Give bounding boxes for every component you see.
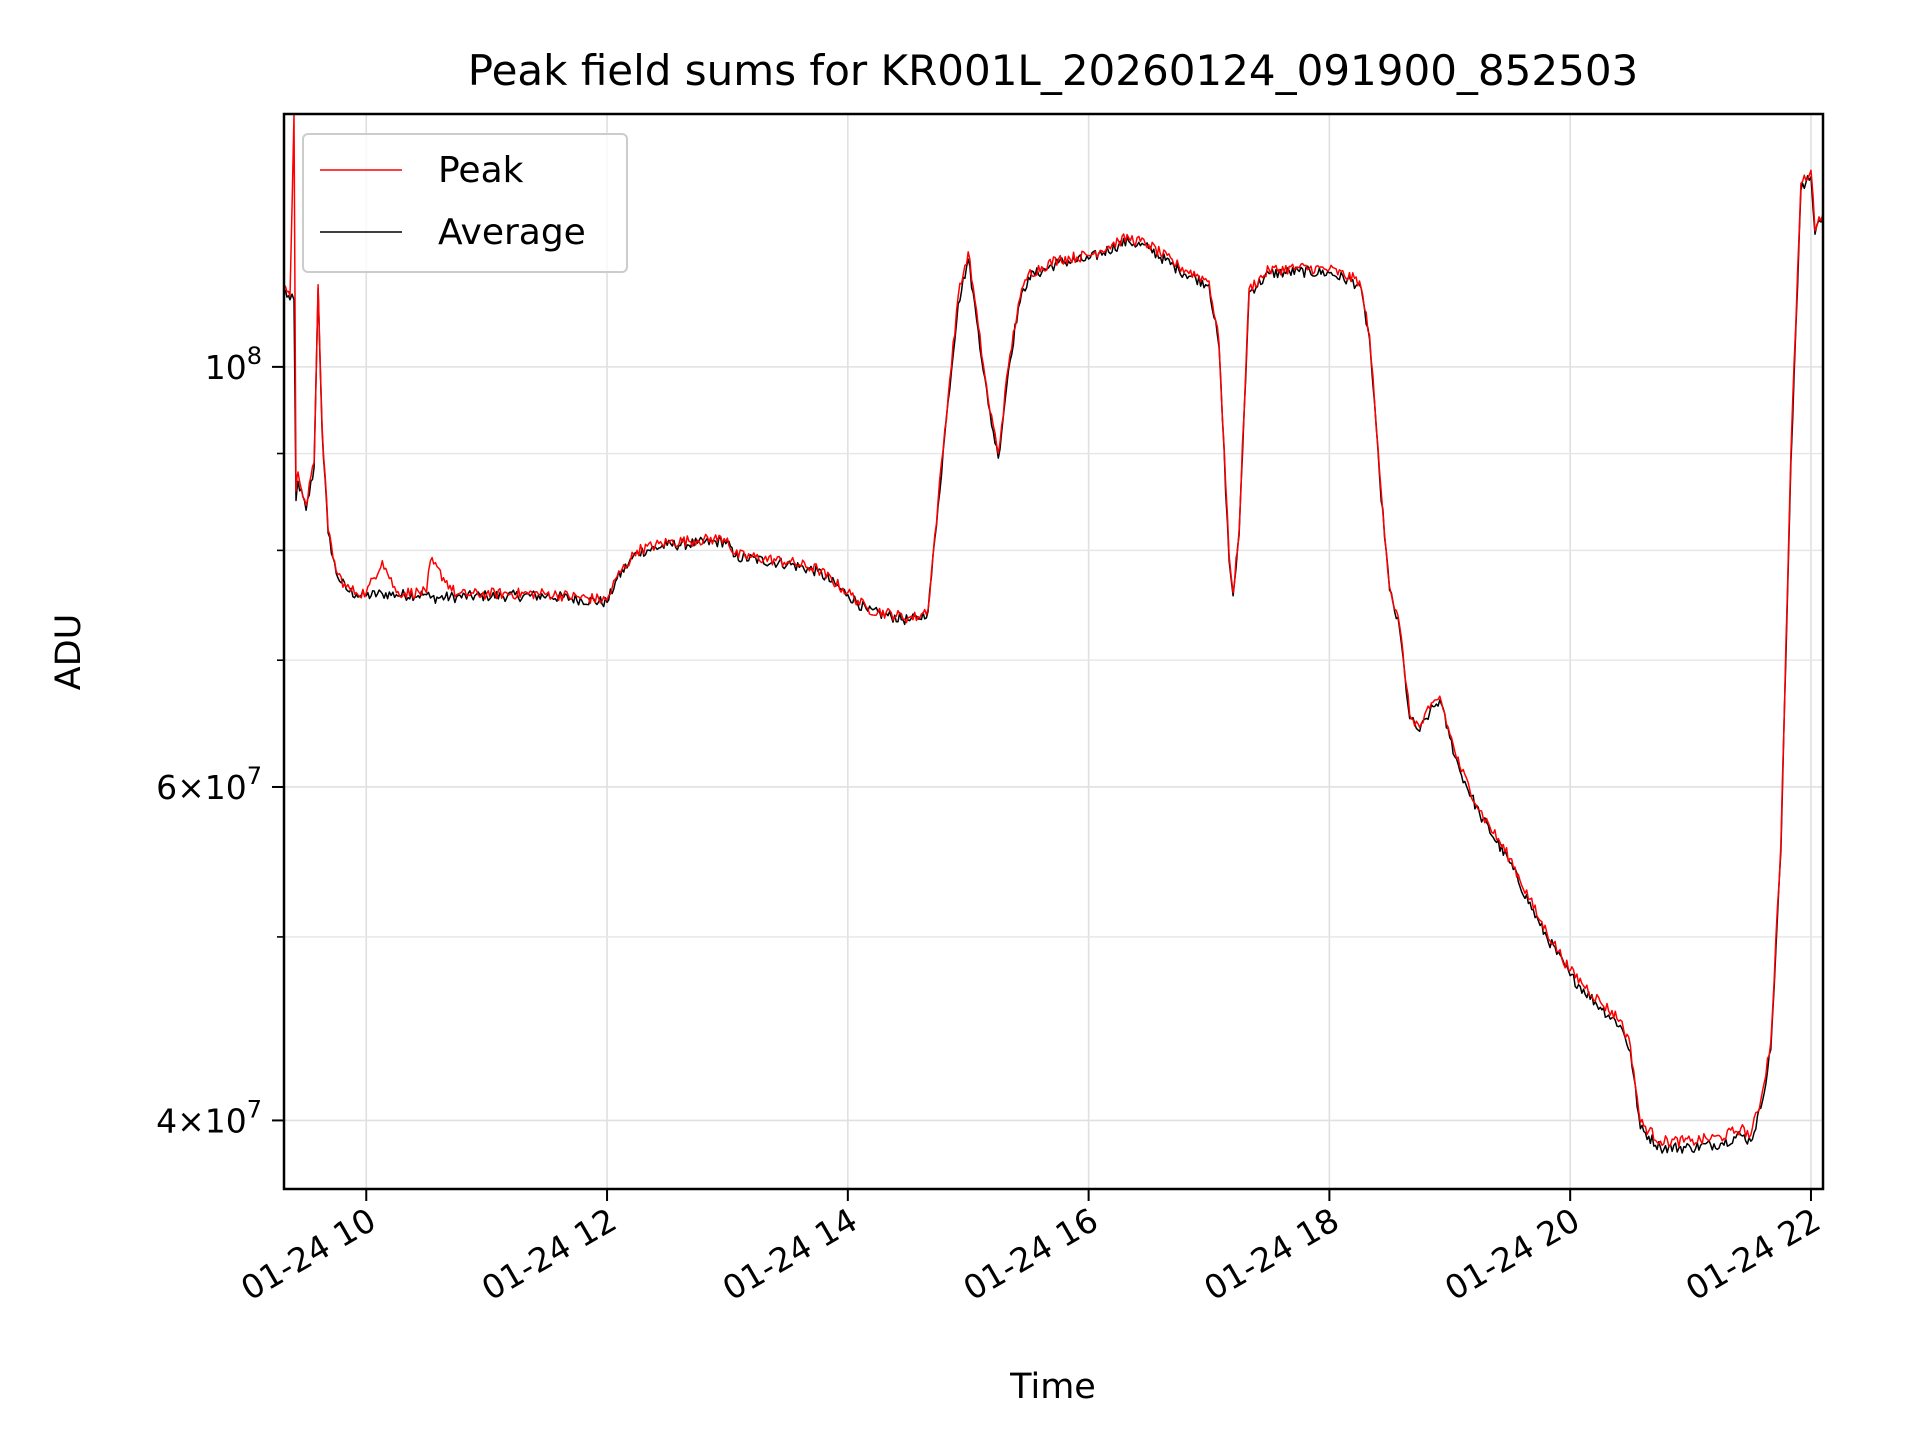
chart-title: Peak field sums for KR001L_20260124_0919… [468,46,1639,95]
legend-label-average: Average [438,212,586,253]
grid-layer [284,114,1823,1189]
series-line-peak [283,113,1824,1148]
series-layer [283,113,1824,1154]
legend: Peak Average [302,133,628,273]
plot-area-frame [282,112,1825,1191]
legend-box [302,133,628,273]
x-axis-label: Time [1009,1367,1096,1407]
y-tick-label: 108 [205,342,262,387]
y-tick-label: 4×107 [156,1095,262,1140]
y-axis-label: ADU [49,614,89,691]
y-tick-label: 6×107 [156,762,262,807]
legend-label-peak: Peak [438,150,524,191]
